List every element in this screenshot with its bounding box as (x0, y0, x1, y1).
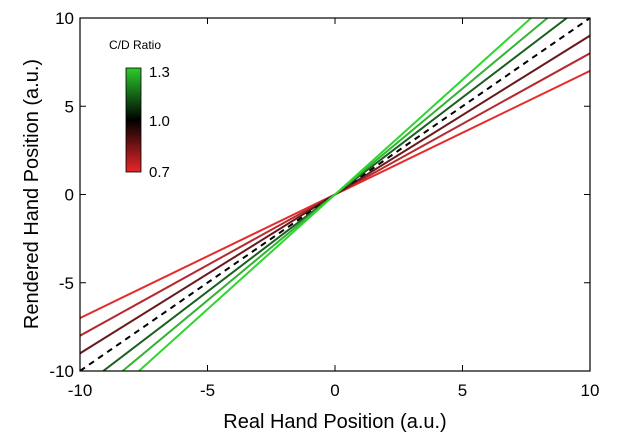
y-tick-label: -5 (59, 274, 74, 293)
colorbar-title: C/D Ratio (109, 38, 161, 52)
y-axis-ticks: -10 -5 0 5 10 (49, 9, 590, 381)
colorbar-label-low: 0.7 (149, 164, 170, 181)
colorbar-gradient (125, 67, 142, 173)
x-axis-title: Real Hand Position (a.u.) (223, 411, 446, 433)
y-tick-label: 5 (65, 97, 74, 116)
colorbar: C/D Ratio 1.3 1.0 0.7 (109, 38, 170, 181)
series-line-1-3 (138, 18, 532, 371)
x-tick-label: 10 (581, 381, 600, 400)
y-axis-title: Rendered Hand Position (a.u.) (21, 59, 43, 329)
x-tick-label: 5 (458, 381, 467, 400)
x-axis-ticks: -10 -5 0 5 10 (68, 18, 600, 400)
y-tick-label: 10 (55, 9, 74, 28)
colorbar-label-mid: 1.0 (149, 113, 170, 130)
x-tick-label: -10 (68, 381, 93, 400)
x-tick-label: 0 (330, 381, 339, 400)
series-layer (80, 18, 590, 371)
x-tick-label: -5 (200, 381, 215, 400)
colorbar-label-high: 1.3 (149, 64, 170, 81)
y-tick-label: -10 (49, 362, 74, 381)
y-tick-label: 0 (65, 186, 74, 205)
